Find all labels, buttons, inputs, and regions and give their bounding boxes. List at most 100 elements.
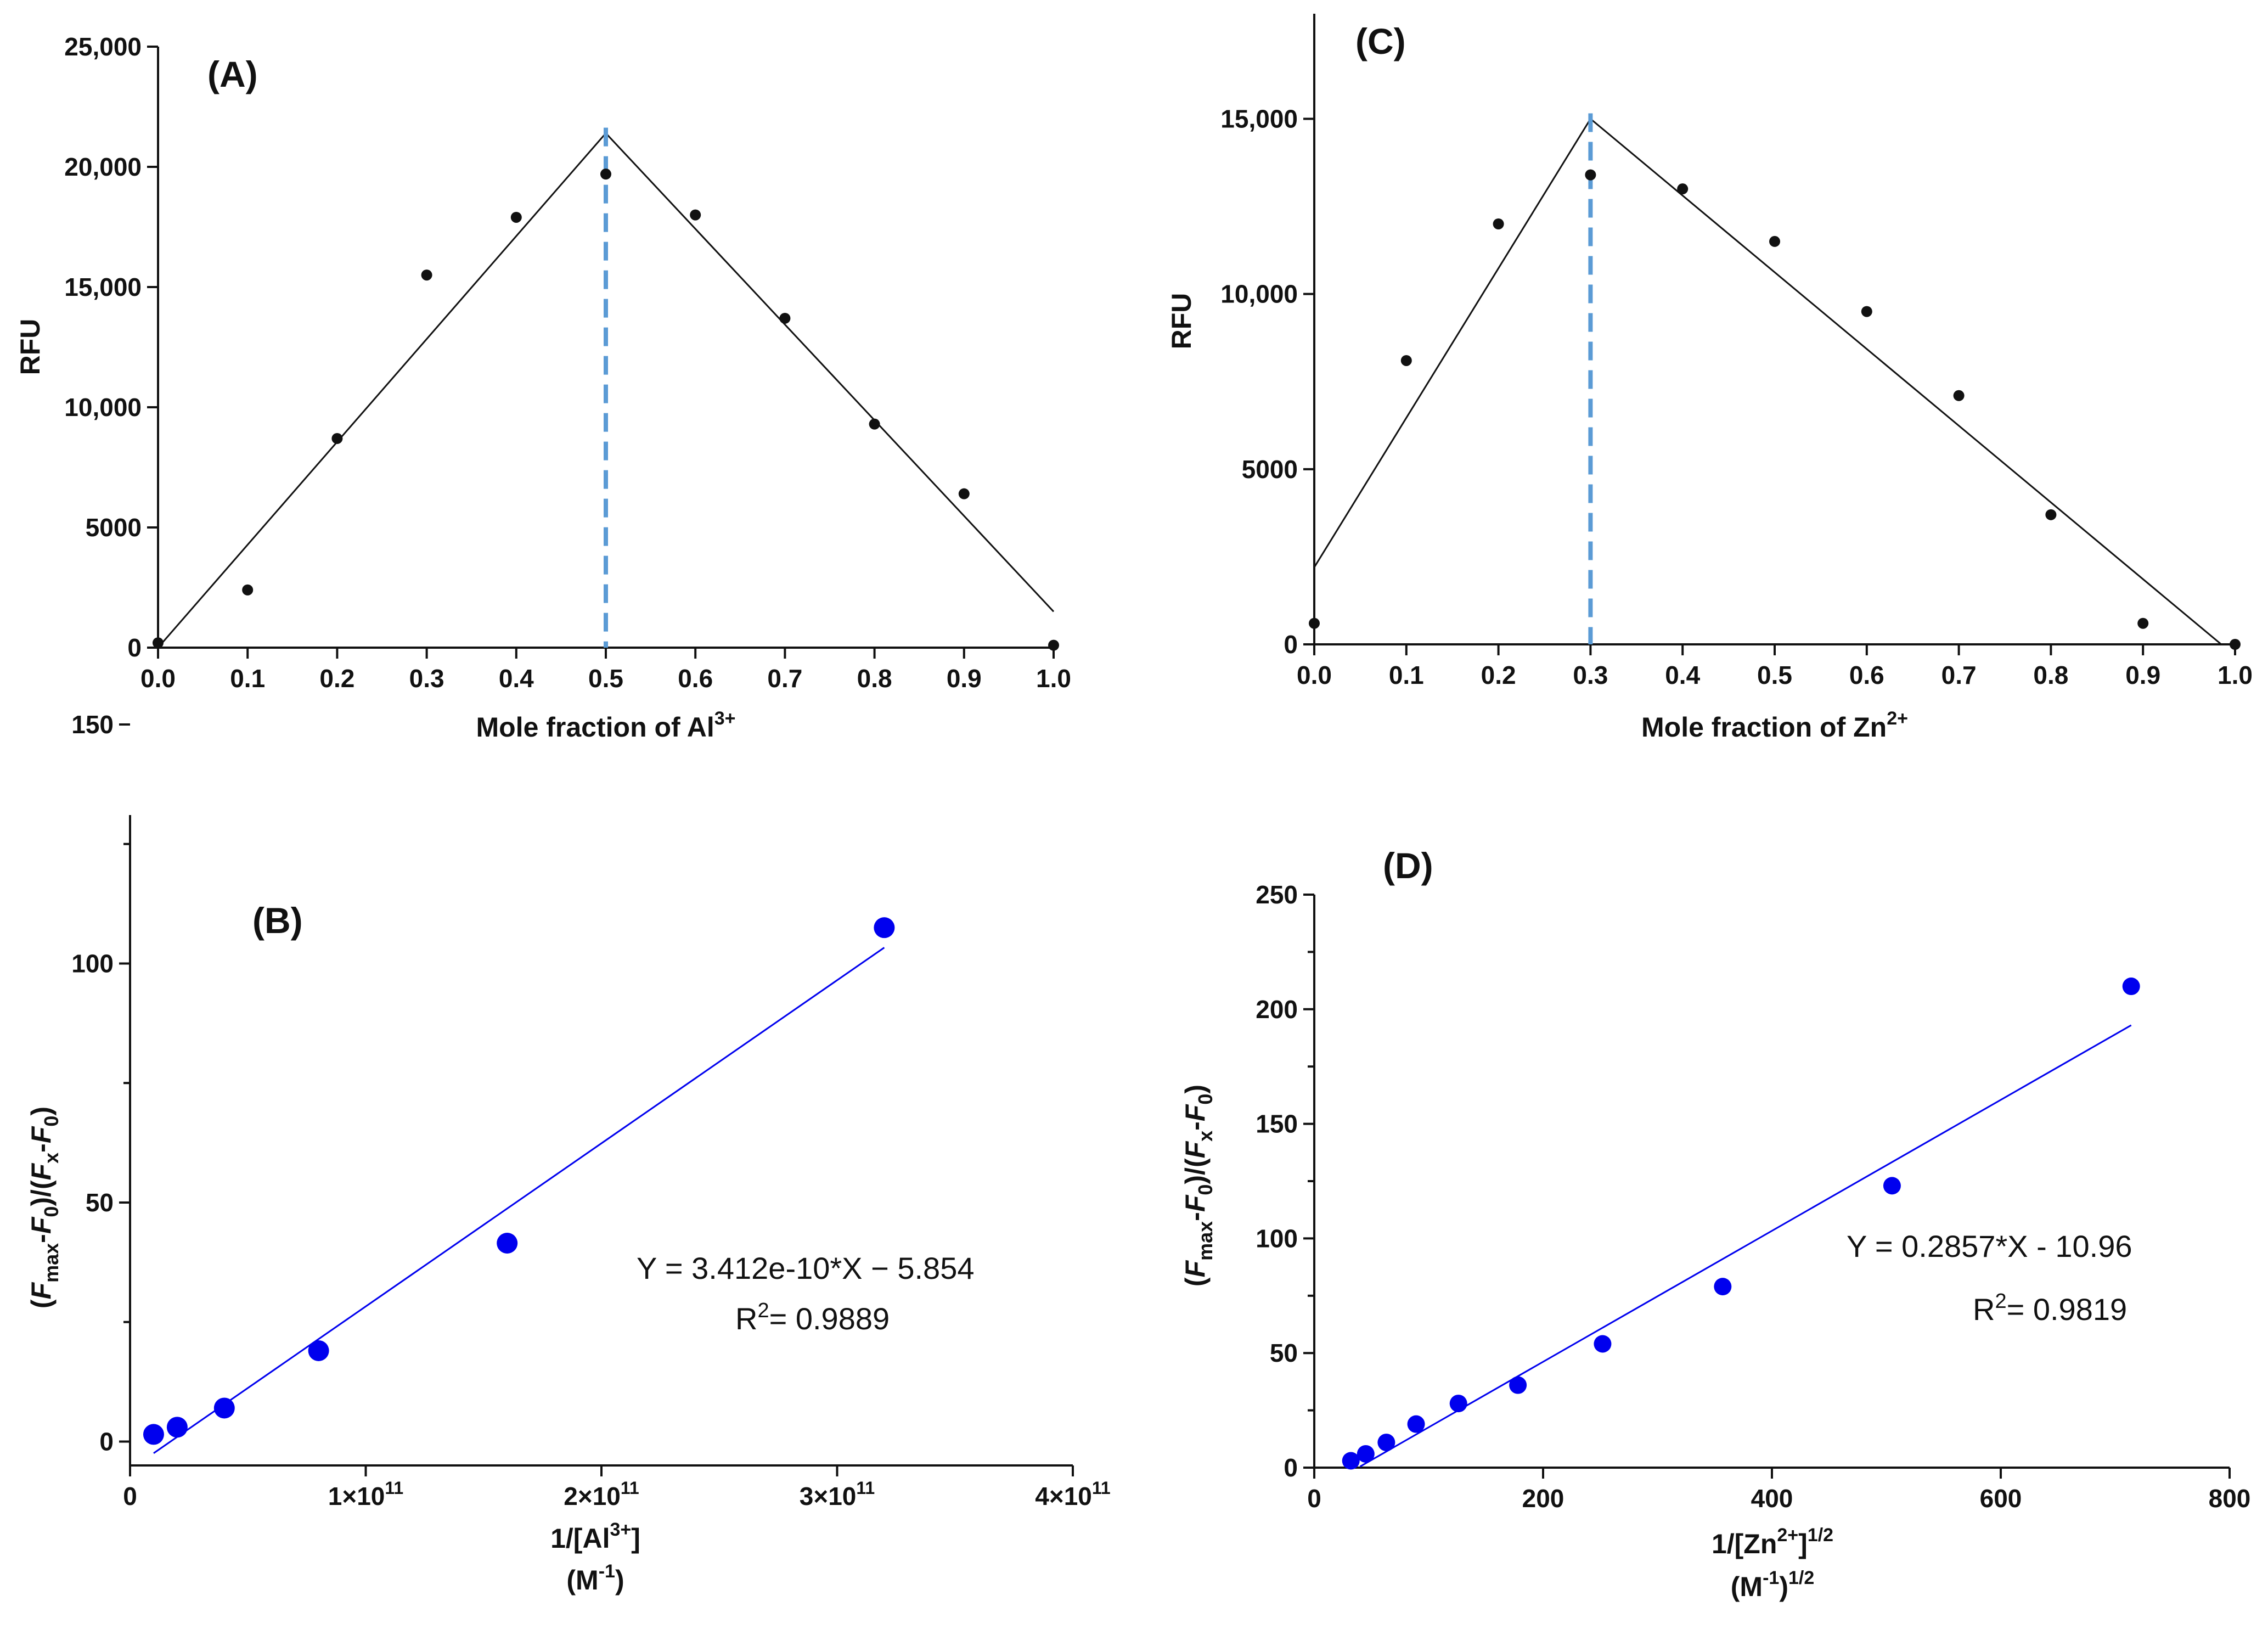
- panel-a-data-point: [331, 432, 343, 444]
- panel-d-x-tick-label: 600: [1980, 1484, 2022, 1513]
- panel-d-x-title-line1: 1/[Zn2+]1/2: [1712, 1525, 1833, 1559]
- panel-b-regression-line: [153, 947, 885, 1454]
- panel-d-data-point: [1883, 1177, 1901, 1195]
- panel-d-data-point: [1509, 1376, 1527, 1394]
- panel-c-data-point: [1400, 355, 1412, 366]
- panel-c-data-point: [1677, 183, 1689, 195]
- panel-c-data-point: [1493, 218, 1504, 229]
- panel-d-data-point: [1594, 1335, 1612, 1353]
- panel-d-x-tick-label: 200: [1522, 1484, 1564, 1513]
- panel-b-data-point: [143, 1424, 164, 1445]
- panel-a-data-point: [421, 269, 432, 281]
- panel-c-x-tick-label: 0.2: [1481, 661, 1516, 689]
- panel-d-y-title: (Fmax-F0)/(Fx-F0): [1180, 1085, 1217, 1287]
- panel-c-label: (C): [1355, 21, 1406, 61]
- panel-c-x-tick-label: 0.5: [1757, 661, 1792, 689]
- panel-a-fit-line: [157, 132, 607, 648]
- panel-b-x-title-line2: (M-1): [566, 1561, 624, 1596]
- panel-d-x-tick-label: 0: [1307, 1484, 1321, 1513]
- panel-d-data-point: [1357, 1445, 1375, 1463]
- panel-b-x-tick-label: 4×1011: [1035, 1478, 1110, 1510]
- panel-a-x-tick-label: 0.8: [857, 664, 892, 693]
- panel-c-x-tick-label: 0.1: [1389, 661, 1424, 689]
- panel-b-x-tick-label: 1×1011: [328, 1478, 403, 1510]
- panel-b-plot: 0 1×1011 2×1011 3×1011 4×1011 0 50 100 150: [71, 710, 1110, 1510]
- panel-d-regression-line: [1359, 1024, 2132, 1468]
- panel-b-x-tick-label: 3×1011: [800, 1478, 875, 1510]
- panel-b-data-point: [874, 917, 895, 939]
- panel-b-y-tick-label: 50: [86, 1188, 114, 1217]
- panel-b-x-tick-label: 0: [123, 1482, 137, 1510]
- panel-d-data-point: [2122, 978, 2140, 996]
- panel-a-y-tick-label: 25,000: [64, 32, 142, 61]
- panel-a-data-point: [869, 418, 880, 430]
- panel-c-data-point: [1769, 235, 1780, 247]
- panel-c-x-title: Mole fraction of Zn2+: [1641, 708, 1908, 743]
- panel-d: (D) (Fmax-F0)/(Fx-F0) 1/[Zn2+]1/2 (M-1)1…: [1180, 845, 2250, 1602]
- panel-d-plot: 0 200 400 600 800 0 50 100 150 200 250: [1256, 880, 2250, 1513]
- panel-a-data-point: [958, 488, 970, 499]
- panel-c-fit-line: [1590, 118, 2222, 645]
- panel-c-y-tick-label: 5000: [1242, 455, 1298, 484]
- panel-b-data-point: [166, 1417, 188, 1438]
- panel-c-data-point: [1585, 169, 1596, 181]
- panel-b-data-point: [213, 1397, 235, 1419]
- panel-a-x-tick-label: 0.3: [409, 664, 444, 693]
- panel-a-y-tick-label: 0: [127, 633, 142, 662]
- panel-d-y-tick-label: 0: [1284, 1453, 1298, 1482]
- panel-a-data-point: [510, 211, 522, 223]
- panel-c-y-tick-label: 15,000: [1220, 105, 1298, 133]
- panel-a-y-tick-label: 20,000: [64, 153, 142, 181]
- panel-c-x-tick-label: 0.8: [2033, 661, 2068, 689]
- panel-b: (B) (Fmax-F0)/(Fx-F0) 1/[Al3+] (M-1) Y =…: [26, 710, 1111, 1596]
- panel-d-data-point: [1449, 1395, 1467, 1413]
- panel-d-r-squared: R2= 0.9819: [1973, 1290, 2127, 1327]
- panel-b-y-title: (Fmax-F0)/(Fx-F0): [26, 1106, 63, 1308]
- panel-a-data-point: [1048, 639, 1059, 651]
- panel-d-label: (D): [1383, 845, 1433, 886]
- panel-c-y-tick-label: 0: [1284, 630, 1298, 659]
- panel-a-x-tick-label: 0.0: [140, 664, 176, 693]
- panel-a-data-point: [600, 168, 611, 180]
- panel-d-data-point: [1377, 1434, 1395, 1452]
- panel-d-data-point: [1342, 1452, 1360, 1470]
- panel-a-y-tick-label: 15,000: [64, 273, 142, 301]
- panel-c-x-tick-label: 1.0: [2218, 661, 2253, 689]
- panel-d-y-tick-label: 150: [1256, 1110, 1298, 1138]
- panel-c-data-point: [1309, 617, 1320, 629]
- panel-a-y-tick-label: 10,000: [64, 393, 142, 422]
- panel-c-fit-line: [1313, 118, 1591, 568]
- panel-c-data-point: [1861, 306, 1872, 317]
- panel-a-plot: 0.0 0.1 0.2 0.3 0.4 0.5 0.6 0.7 0.8 0.9 1.0 0 5000 10…: [64, 32, 1071, 693]
- panel-d-y-tick-label: 100: [1256, 1224, 1298, 1252]
- panel-b-x-title-line1: 1/[Al3+]: [550, 1519, 640, 1554]
- panel-c-x-tick-label: 0.6: [1849, 661, 1884, 689]
- panel-c-data-point: [1953, 390, 1965, 401]
- panel-b-data-point: [497, 1233, 518, 1254]
- panel-c-data-point: [2230, 639, 2241, 650]
- panel-a-x-tick-label: 1.0: [1036, 664, 1071, 693]
- panel-d-x-tick-label: 800: [2209, 1484, 2251, 1513]
- panel-a-x-tick-label: 0.5: [588, 664, 623, 693]
- panel-a-label: (A): [207, 54, 258, 94]
- panel-c-x-tick-label: 0.3: [1573, 661, 1608, 689]
- panel-a-y-tick-label: 5000: [86, 513, 142, 542]
- panel-d-x-title-line2: (M-1)1/2: [1731, 1568, 1814, 1602]
- panel-b-equation: Y = 3.412e-10*X − 5.854: [637, 1251, 974, 1285]
- panel-c-data-point: [2045, 509, 2057, 520]
- panel-d-y-tick-label: 200: [1256, 995, 1298, 1024]
- panel-a-y-title: RFU: [15, 319, 46, 375]
- panel-b-label: (B): [252, 900, 303, 941]
- panel-d-equation: Y = 0.2857*X - 10.96: [1847, 1229, 2132, 1263]
- panel-d-data-point: [1407, 1415, 1425, 1433]
- panel-b-x-tick-label: 2×1011: [564, 1478, 639, 1510]
- panel-a-x-tick-label: 0.4: [499, 664, 534, 693]
- panel-a-x-tick-label: 0.9: [947, 664, 982, 693]
- panel-a-x-tick-label: 0.2: [319, 664, 354, 693]
- panel-c-x-tick-label: 0.7: [1941, 661, 1977, 689]
- panel-b-y-tick-label: 100: [71, 949, 114, 978]
- panel-a-x-tick-label: 0.1: [230, 664, 265, 693]
- panel-c-data-point: [2137, 617, 2149, 629]
- panel-c: (C) RFU Mole fraction of Zn2+ 0.0 0.1 0.2 0…: [1166, 14, 2253, 743]
- panel-d-y-tick-label: 250: [1256, 880, 1298, 909]
